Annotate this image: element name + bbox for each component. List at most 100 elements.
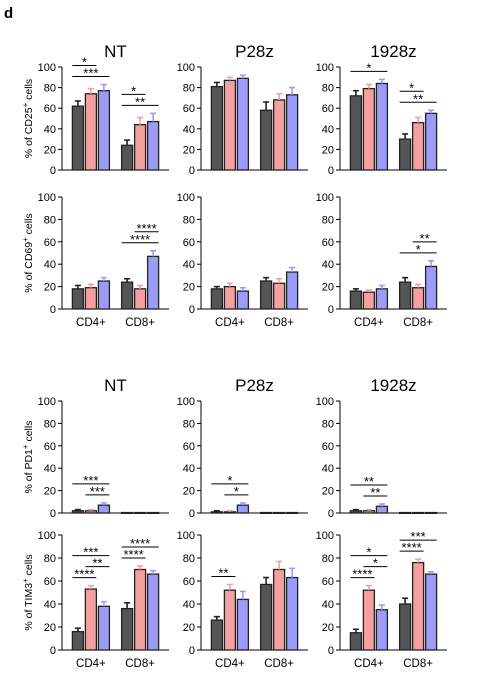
x-tick-label: CD4+ (354, 658, 384, 670)
column-title: 1928z (370, 376, 416, 395)
significance-label: *** (90, 484, 105, 499)
bar (236, 77, 250, 171)
bar (349, 632, 363, 651)
y-tick-label: 80 (322, 418, 334, 430)
y-tick-label: 40 (322, 463, 334, 475)
y-tick-label: 80 (44, 83, 56, 95)
y-tick-label: 20 (44, 622, 56, 634)
bar (71, 288, 85, 310)
y-tick-label: 0 (328, 645, 334, 657)
bar (97, 605, 111, 651)
y-tick-label: 0 (50, 165, 56, 177)
y-tick-label: 20 (44, 282, 56, 294)
y-tick-label: 60 (44, 576, 56, 588)
y-tick-label: 0 (50, 645, 56, 657)
bar (146, 120, 160, 171)
x-tick-label: CD8+ (264, 317, 294, 329)
bar (398, 603, 412, 651)
column-title: NT (104, 42, 127, 61)
y-tick-label: 20 (44, 486, 56, 498)
bar (210, 288, 224, 310)
y-tick-label: 20 (183, 144, 195, 156)
significance-label: **** (130, 232, 150, 247)
bar (120, 144, 134, 171)
bar (272, 511, 286, 515)
bar (362, 291, 376, 310)
y-tick-label: 60 (183, 576, 195, 588)
significance-label: *** (411, 529, 426, 544)
y-tick-label: 20 (322, 622, 334, 634)
significance-label: *** (83, 473, 98, 488)
bar (223, 285, 237, 310)
y-tick-label: 60 (322, 441, 334, 453)
x-tick-label: CD8+ (264, 658, 294, 670)
y-tick-label: 60 (183, 103, 195, 115)
bar (210, 85, 224, 171)
x-tick-label: CD4+ (76, 317, 106, 329)
y-tick-label: 60 (183, 237, 195, 249)
bar (210, 511, 224, 514)
significance-label: * (366, 545, 371, 560)
y-tick-label: 40 (183, 599, 195, 611)
y-tick-label: 20 (44, 144, 56, 156)
bar (362, 589, 376, 651)
y-tick-label: 0 (189, 508, 195, 520)
y-tick-label: 100 (38, 192, 56, 204)
bar (362, 510, 376, 514)
chart-10: 0 20 40 60 80 100 CD4+ CD8+ ** (177, 530, 308, 670)
y-axis-label: % of CD25+ cells (21, 79, 36, 158)
y-tick-label: 0 (189, 304, 195, 316)
x-tick-label: CD4+ (215, 658, 245, 670)
bar (285, 576, 299, 651)
y-tick-label: 20 (183, 622, 195, 634)
bar (84, 510, 98, 514)
bar (236, 598, 250, 651)
bar (97, 90, 111, 171)
y-tick-label: 80 (322, 553, 334, 565)
y-tick-label: 60 (322, 237, 334, 249)
y-tick-label: 80 (322, 214, 334, 226)
y-tick-label: 0 (50, 304, 56, 316)
bar (120, 281, 134, 310)
bar (349, 290, 363, 310)
bar (349, 95, 363, 171)
bar (411, 121, 425, 171)
y-tick-label: 60 (183, 441, 195, 453)
bar (259, 280, 273, 310)
y-tick-label: 40 (322, 259, 334, 271)
bar (375, 288, 389, 310)
bar (146, 573, 160, 651)
y-tick-label: 0 (50, 508, 56, 520)
bar (133, 288, 147, 310)
y-tick-label: 80 (322, 83, 334, 95)
bar (424, 112, 438, 171)
y-tick-label: 100 (316, 396, 334, 408)
chart-3: 0 20 40 60 80 100% of CD69+ cells CD4+ CD8+ ****… (21, 192, 169, 329)
significance-label: **** (136, 221, 156, 236)
y-tick-label: 100 (177, 192, 195, 204)
bar (259, 511, 273, 515)
y-tick-label: 100 (38, 396, 56, 408)
y-tick-label: 20 (183, 486, 195, 498)
y-tick-label: 40 (183, 124, 195, 136)
bar (362, 87, 376, 171)
bar (146, 255, 160, 310)
significance-label: ** (218, 565, 228, 580)
bar (259, 583, 273, 651)
bar (223, 511, 237, 514)
column-title: 1928z (370, 42, 416, 61)
bar (375, 82, 389, 171)
significance-label: * (416, 242, 421, 257)
significance-label: **** (352, 567, 372, 582)
bar (349, 510, 363, 514)
significance-label: **** (123, 547, 143, 562)
bar (97, 280, 111, 310)
y-tick-label: 40 (44, 463, 56, 475)
chart-6: 0 20 40 60 80 100 NT % of PD1+ cells ****** (21, 376, 169, 520)
significance-label: * (131, 83, 136, 98)
